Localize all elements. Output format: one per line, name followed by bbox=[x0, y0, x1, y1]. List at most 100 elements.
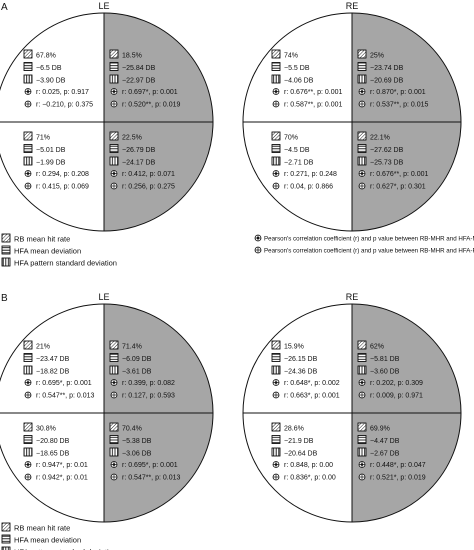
r-md-value: r: 0.294, p: 0.208 bbox=[36, 171, 89, 178]
r-psd-value: r: 0.547**, p: 0.013 bbox=[122, 475, 180, 482]
r-md-value: r: 0.676**, p: 0.001 bbox=[370, 171, 428, 178]
quadrant-bl: 28.6% −21.9 DB −20.64 DB r: 0.848, p: 0.00 r… bbox=[271, 422, 336, 482]
psd-swatch bbox=[271, 365, 281, 375]
rb-value: 70% bbox=[284, 135, 298, 142]
pearson-md-icon bbox=[358, 88, 366, 95]
psd-value: −2.71 DB bbox=[284, 160, 314, 167]
rb-swatch bbox=[271, 49, 281, 59]
md-swatch bbox=[357, 353, 367, 362]
r-md-value: r: 0.448*, p: 0.047 bbox=[370, 462, 426, 469]
r-psd-value: r: 0.127, p: 0.593 bbox=[122, 393, 175, 400]
r-psd-value: r: 0.627*, p: 0.301 bbox=[370, 184, 426, 191]
rb-value: 67.8% bbox=[36, 53, 56, 60]
r-psd-value: r: 0.256, p: 0.275 bbox=[122, 184, 175, 191]
md-swatch bbox=[271, 144, 281, 153]
md-swatch bbox=[357, 435, 367, 444]
md-swatch bbox=[271, 353, 281, 362]
legend-rb-label: RB mean hit rate bbox=[14, 524, 70, 533]
panel-label: A bbox=[1, 2, 8, 13]
legend-md-label: HFA mean deviation bbox=[14, 536, 81, 545]
r-psd-value: r: 0.521*, p: 0.019 bbox=[370, 475, 426, 482]
psd-value: −20.69 DB bbox=[370, 78, 404, 85]
r-psd-value: r: −0.210, p: 0.375 bbox=[36, 102, 93, 109]
psd-swatch bbox=[23, 156, 33, 166]
legend: RB mean hit rate HFA mean deviation HFA pa… bbox=[1, 233, 474, 268]
quadrant-tl: 74% −5.5 DB −4.06 DB r: 0.676**, p: 0.001 r:… bbox=[271, 49, 342, 109]
psd-value: −3.60 DB bbox=[370, 369, 400, 376]
psd-swatch bbox=[271, 447, 281, 457]
md-value: −4.47 DB bbox=[370, 438, 400, 445]
psd-value: −18.65 DB bbox=[36, 451, 70, 458]
r-psd-value: r: 0.547**, p: 0.013 bbox=[36, 393, 94, 400]
md-swatch bbox=[23, 353, 33, 362]
md-swatch bbox=[109, 353, 119, 362]
pearson-psd-icon bbox=[358, 100, 366, 108]
eye-title: RE bbox=[346, 1, 359, 11]
pearson-psd-icon bbox=[24, 182, 32, 190]
rb-value: 70.4% bbox=[122, 426, 142, 433]
md-value: −5.38 DB bbox=[122, 438, 152, 445]
r-md-value: r: 0.271, p: 0.248 bbox=[284, 171, 337, 178]
quadrant-tr: 62% −5.81 DB −3.60 DB r: 0.202, p: 0.309 r: … bbox=[357, 340, 423, 400]
legend-rb-swatch bbox=[1, 522, 11, 532]
quadrant-br: 22.5% −26.79 DB −24.17 DB r: 0.412, p: 0.07… bbox=[109, 131, 175, 191]
r-md-value: r: 0.399, p: 0.082 bbox=[122, 380, 175, 387]
eye-le-diagram: LE 67.8% −6.5 DB −3.90 DB r: 0.025, p: 0.917… bbox=[0, 1, 214, 232]
psd-swatch bbox=[271, 74, 281, 84]
legend-pearson-psd-icon bbox=[254, 246, 262, 254]
rb-value: 18.5% bbox=[122, 53, 142, 60]
rb-value: 30.8% bbox=[36, 426, 56, 433]
legend-psd-label: HFA pattern standard deviation bbox=[14, 259, 117, 268]
pearson-psd-icon bbox=[358, 182, 366, 190]
eye-title: RE bbox=[346, 292, 359, 302]
r-psd-value: r: 0.663*, p: 0.001 bbox=[284, 393, 340, 400]
md-value: −21.9 DB bbox=[284, 438, 314, 445]
rb-swatch bbox=[357, 131, 367, 141]
quadrant-tr: 71.4% −6.09 DB −3.61 DB r: 0.399, p: 0.082 r… bbox=[109, 340, 175, 400]
md-value: −6.09 DB bbox=[122, 356, 152, 363]
pearson-md-icon bbox=[358, 461, 366, 468]
md-value: −26.79 DB bbox=[122, 147, 156, 154]
rb-swatch bbox=[357, 49, 367, 59]
r-md-value: r: 0.025, p: 0.917 bbox=[36, 89, 89, 96]
psd-value: −18.82 DB bbox=[36, 369, 70, 376]
quadrant-tr: 25% −23.74 DB −20.69 DB r: 0.870*, p: 0.001… bbox=[357, 49, 428, 109]
psd-swatch bbox=[23, 365, 33, 375]
rb-value: 74% bbox=[284, 53, 298, 60]
pearson-psd-icon bbox=[110, 100, 118, 108]
rb-value: 28.6% bbox=[284, 426, 304, 433]
panel-b: B LE 21% −23.47 DB −18.82 DB r: 0.695*, p: 0.… bbox=[0, 292, 462, 550]
psd-value: −20.64 DB bbox=[284, 451, 318, 458]
pearson-psd-icon bbox=[110, 473, 118, 481]
psd-value: −24.17 DB bbox=[122, 160, 156, 167]
md-value: −4.5 DB bbox=[284, 147, 310, 154]
quadrant-tr: 18.5% −25.84 DB −22.97 DB r: 0.697*, p: 0.0… bbox=[109, 49, 180, 109]
legend-rb-swatch bbox=[1, 233, 11, 243]
r-psd-value: r: 0.587**, p: 0.001 bbox=[284, 102, 342, 109]
psd-swatch bbox=[109, 447, 119, 457]
legend-psd-swatch bbox=[1, 257, 11, 267]
r-psd-value: r: 0.537**, p: 0.015 bbox=[370, 102, 428, 109]
quadrant-tl: 67.8% −6.5 DB −3.90 DB r: 0.025, p: 0.917 r:… bbox=[23, 49, 93, 109]
rb-swatch bbox=[109, 49, 119, 59]
pearson-md-icon bbox=[272, 170, 280, 177]
psd-swatch bbox=[23, 74, 33, 84]
legend-md-label: HFA mean deviation bbox=[14, 247, 81, 256]
md-swatch bbox=[271, 62, 281, 71]
pearson-md-icon bbox=[358, 170, 366, 177]
md-swatch bbox=[109, 435, 119, 444]
psd-swatch bbox=[109, 74, 119, 84]
pearson-psd-icon bbox=[24, 391, 32, 399]
md-value: −20.80 DB bbox=[36, 438, 70, 445]
pearson-psd-icon bbox=[272, 391, 280, 399]
rb-value: 15.9% bbox=[284, 344, 304, 351]
r-md-value: r: 0.412, p: 0.071 bbox=[122, 171, 175, 178]
legend-md-swatch bbox=[1, 534, 11, 544]
r-md-value: r: 0.676**, p: 0.001 bbox=[284, 89, 342, 96]
legend-psd-label: HFA pattern standard deviation bbox=[14, 548, 117, 550]
md-value: −5.81 DB bbox=[370, 356, 400, 363]
pearson-md-icon bbox=[24, 88, 32, 95]
r-psd-value: r: 0.009, p: 0.971 bbox=[370, 393, 423, 400]
r-md-value: r: 0.648*, p: 0.002 bbox=[284, 380, 340, 387]
